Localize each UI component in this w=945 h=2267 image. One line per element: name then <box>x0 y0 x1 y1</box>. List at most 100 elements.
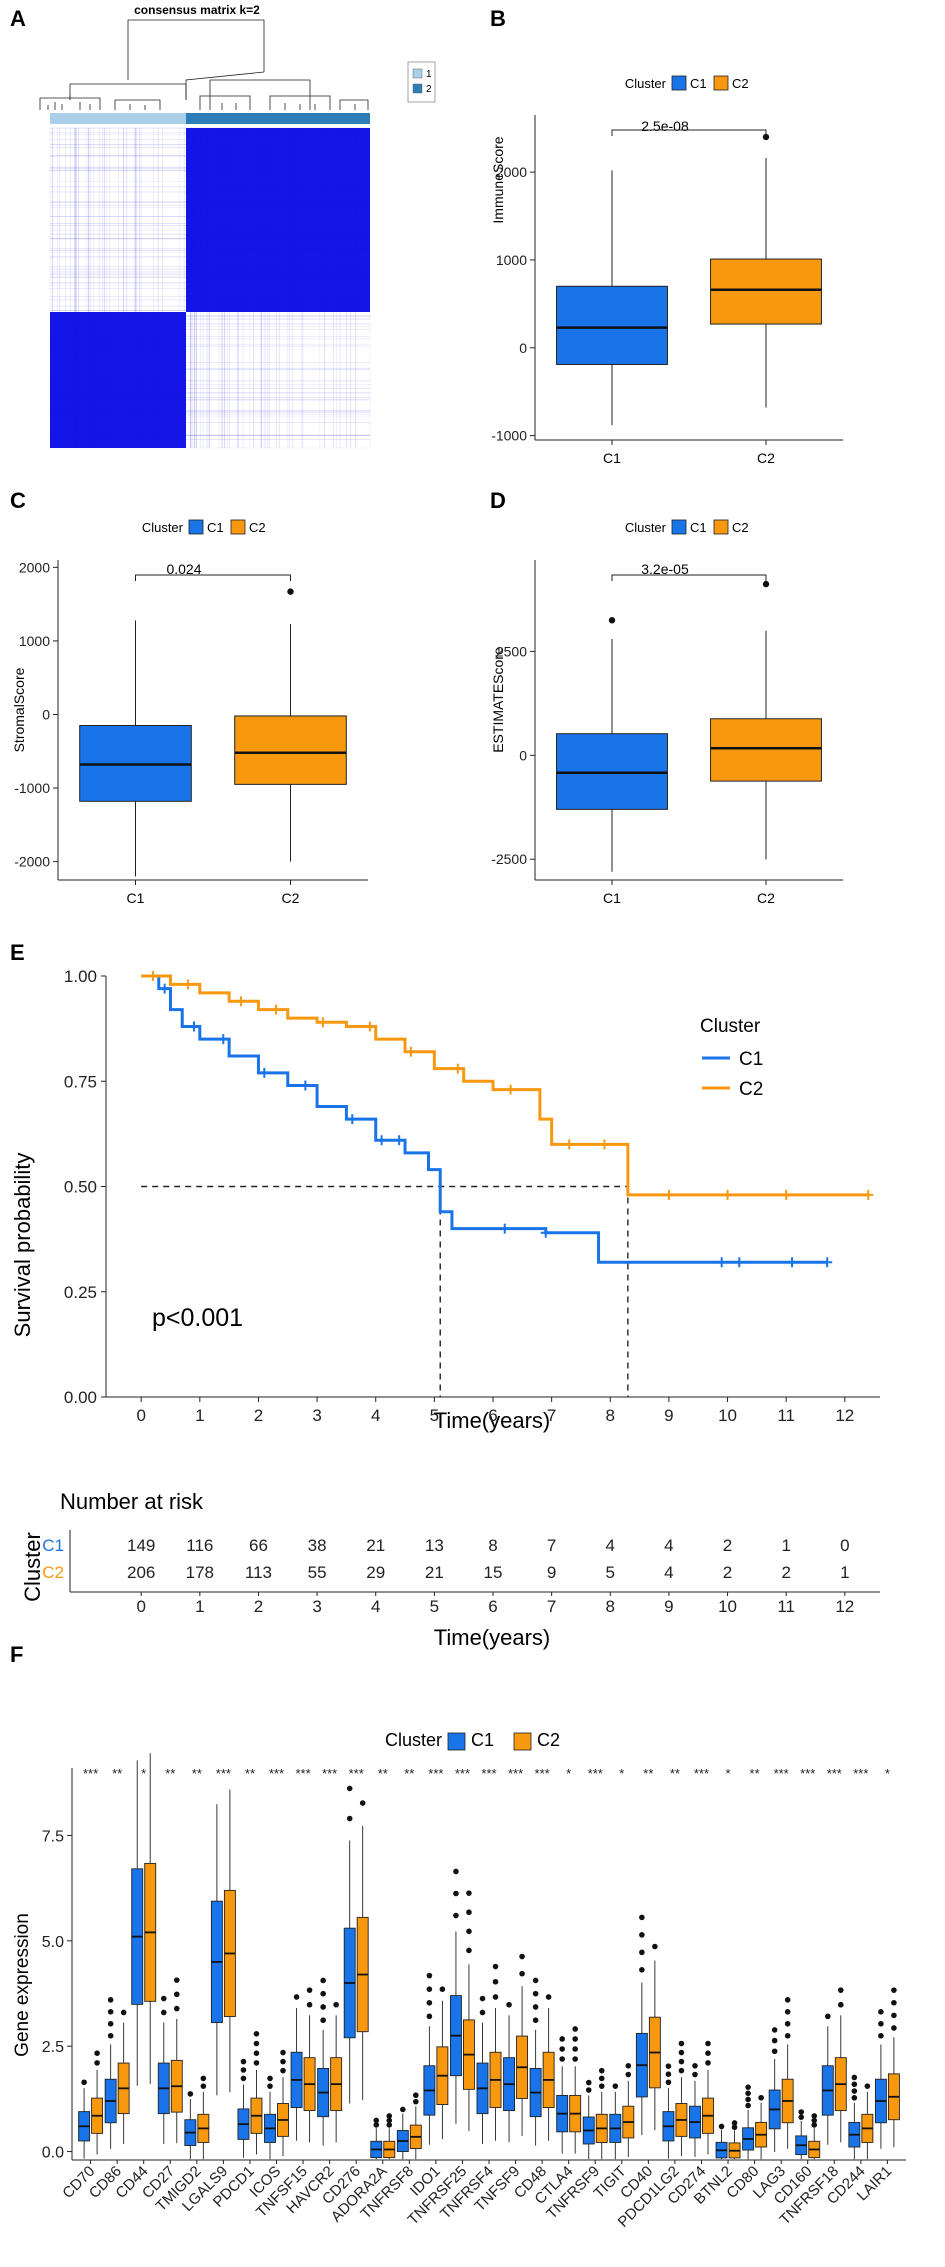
censor-mark <box>663 1189 674 1200</box>
gene-outlier <box>94 2050 100 2056</box>
significance-bracket <box>611 129 767 136</box>
x-tick-label-c2: C2 <box>757 890 775 906</box>
significance-stars: *** <box>694 1766 709 1781</box>
y-tick-label: 0.75 <box>64 1072 97 1091</box>
gene-outlier <box>439 1986 446 1993</box>
gene-outlier <box>386 2122 393 2128</box>
panel-d-letter: D <box>490 488 506 513</box>
risk-count: 66 <box>249 1536 268 1555</box>
x-tick-label: 7 <box>547 1406 556 1425</box>
p-value-label: p<0.001 <box>152 1304 243 1332</box>
gene-outlier <box>280 2067 286 2074</box>
gene-outlier <box>267 2075 273 2082</box>
risk-count: 0 <box>840 1536 849 1555</box>
gene-outlier <box>625 2071 632 2078</box>
significance-stars: *** <box>508 1766 523 1781</box>
y-tick-label: 2000 <box>496 164 527 180</box>
censor-mark <box>394 1135 405 1146</box>
y-axis-title: Survival probability <box>10 1153 35 1338</box>
censor-mark <box>317 1017 328 1028</box>
gene-outlier <box>293 1994 300 2000</box>
outlier-point <box>608 617 616 624</box>
gene-outlier <box>665 2063 672 2069</box>
x-tick-label-c1: C1 <box>603 890 621 906</box>
dendrogram <box>39 19 369 110</box>
x-tick-label: 0 <box>136 1406 145 1425</box>
gene-outlier <box>453 1912 459 1919</box>
risk-count: 1 <box>781 1536 790 1555</box>
legend-title: Cluster <box>700 1016 761 1037</box>
gene-outlier <box>479 2009 486 2016</box>
gene-outlier <box>426 1986 433 1992</box>
censor-mark <box>271 1004 282 1015</box>
risk-x-tick-label: 11 <box>777 1597 795 1616</box>
censor-mark <box>599 1139 610 1150</box>
risk-count: 15 <box>484 1563 503 1582</box>
gene-outlier <box>598 2083 605 2089</box>
panel-e-survival: Survival probability Time(years) p<0.001… <box>10 967 880 1433</box>
significance-stars: *** <box>827 1766 842 1781</box>
gene-outlier <box>678 2040 685 2047</box>
risk-table-x-title: Time(years) <box>434 1625 551 1650</box>
gene-outlier <box>466 1947 472 1954</box>
gene-outlier <box>320 2004 326 2010</box>
survival-curve-C2 <box>141 974 869 1197</box>
gene-outlier <box>346 1785 353 1792</box>
gene-outlier <box>572 2026 578 2032</box>
gene-outlier <box>240 2075 247 2082</box>
gene-outlier <box>160 1995 167 2002</box>
legend-label-c2: C2 <box>249 520 266 535</box>
risk-count: 206 <box>127 1563 155 1582</box>
significance-stars: *** <box>588 1766 603 1781</box>
p-value-label: 3.2e-05 <box>641 561 689 577</box>
risk-x-tick-label: 6 <box>488 1597 497 1616</box>
gene-outlier <box>107 2020 114 2027</box>
risk-x-tick-label: 0 <box>136 1597 145 1616</box>
x-tick-label: 8 <box>606 1406 615 1425</box>
box-C2 <box>710 718 822 782</box>
x-tick-label-c1: C1 <box>127 890 145 906</box>
gene-outlier <box>333 2001 339 2008</box>
risk-x-tick-label: 8 <box>606 1597 615 1616</box>
x-tick-label: 10 <box>718 1406 737 1425</box>
risk-count: 178 <box>186 1563 214 1582</box>
gene-outlier <box>878 2020 884 2027</box>
gene-outlier <box>426 1972 433 1979</box>
heatmap-legend: 1 2 <box>407 61 436 103</box>
risk-table-y-title: Cluster <box>20 1532 45 1602</box>
significance-stars: * <box>141 1766 146 1781</box>
gene-outlier <box>878 2009 884 2015</box>
gene-outlier <box>187 2091 194 2097</box>
y-axis-title: StromalScore <box>11 667 27 752</box>
gene-outlier <box>253 2031 260 2037</box>
risk-count: 13 <box>425 1536 444 1555</box>
gene-outlier <box>253 2060 260 2066</box>
cluster-bar-2 <box>186 113 370 124</box>
gene-outlier <box>386 2117 393 2124</box>
significance-stars: *** <box>481 1766 496 1781</box>
box-C1 <box>556 285 668 365</box>
x-tick-label-c2: C2 <box>282 890 300 906</box>
gene-outlier <box>718 2123 725 2130</box>
gene-outlier <box>745 2102 751 2109</box>
legend-label-1: 1 <box>426 69 432 80</box>
censor-mark <box>722 1189 733 1200</box>
gene-outlier <box>107 2009 114 2015</box>
gene-outlier <box>665 2079 672 2086</box>
significance-stars: *** <box>428 1766 443 1781</box>
heatmap-title: consensus matrix k=2 <box>134 3 260 17</box>
gene-outlier <box>824 2013 831 2020</box>
gene-outlier <box>692 2071 698 2078</box>
outlier-point <box>287 588 294 595</box>
significance-stars: ** <box>192 1766 202 1781</box>
risk-count: 9 <box>547 1563 556 1582</box>
gene-outlier <box>745 2096 751 2103</box>
gene-outlier <box>731 2120 738 2126</box>
legend-label-c1: C1 <box>471 1730 494 1750</box>
gene-outlier <box>837 1987 844 1993</box>
risk-count: 113 <box>245 1563 272 1582</box>
risk-x-tick-label: 7 <box>547 1597 556 1616</box>
gene-outlier <box>612 2083 619 2089</box>
censor-mark <box>505 1084 516 1095</box>
